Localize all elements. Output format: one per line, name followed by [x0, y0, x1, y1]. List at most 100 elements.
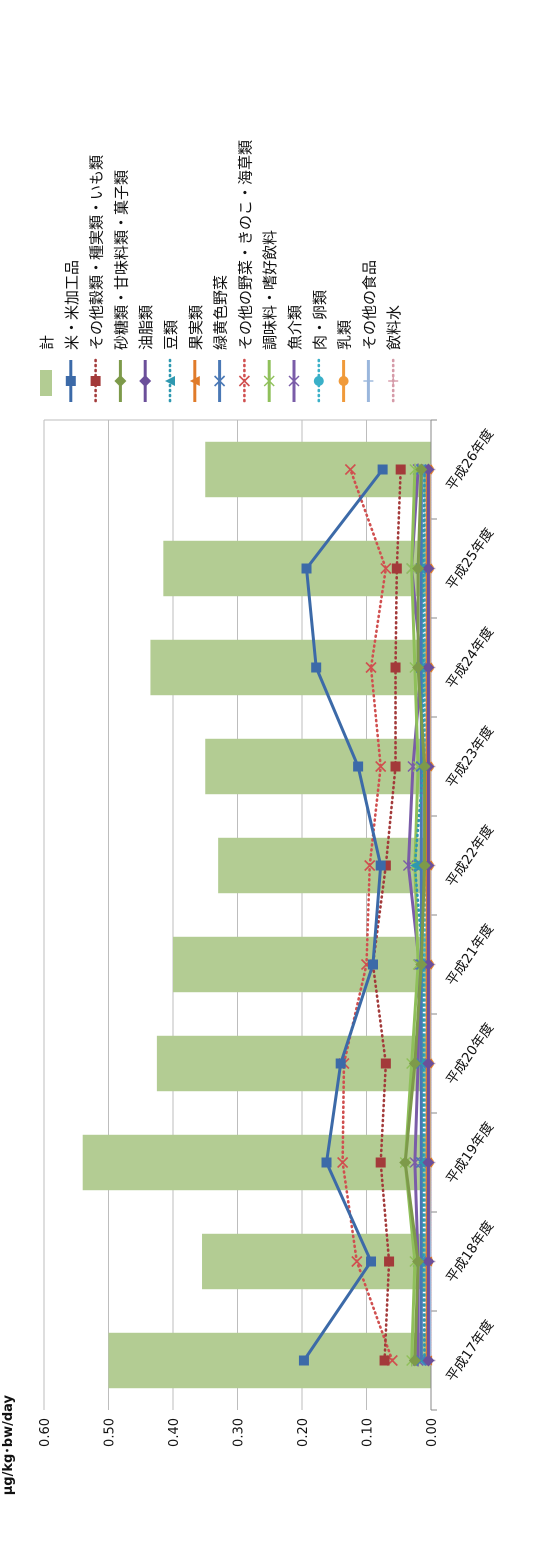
legend-label: 計 — [38, 335, 56, 350]
x-tick-label: 平成17年度 — [443, 1317, 497, 1384]
legend-entry: その他穀類・種実類・いも類 — [88, 155, 106, 404]
series-その他の野菜・きのこ・海草類 — [337, 463, 398, 1367]
marker — [395, 464, 406, 475]
series-line — [341, 468, 394, 1362]
marker — [311, 662, 322, 673]
marker — [399, 1156, 412, 1169]
bars — [82, 441, 432, 1389]
y-tick-label: 0.20 — [296, 1418, 311, 1447]
marker — [365, 661, 377, 674]
marker — [422, 562, 435, 575]
legend-label: 調味料・嗜好飲料 — [261, 230, 279, 350]
marker — [379, 1355, 390, 1366]
legend-swatch — [40, 370, 52, 396]
bar — [202, 1233, 431, 1290]
marker — [388, 376, 399, 386]
legend-label: 豆類 — [162, 320, 180, 350]
marker — [390, 761, 401, 772]
y-axis-label: µg/kg･bw/day — [1, 1394, 16, 1495]
marker — [337, 1156, 349, 1169]
legend-label: 砂糖類・甘味料類・菓子類 — [112, 170, 130, 350]
marker — [408, 1354, 421, 1367]
legend-entry: 魚介類 — [286, 305, 304, 402]
marker — [415, 463, 428, 476]
x-tick-label: 平成26年度 — [443, 426, 497, 493]
x-tick-label: 平成24年度 — [443, 624, 497, 691]
x-tick-label: 平成21年度 — [443, 921, 497, 988]
legend-entry: 飲料水 — [385, 305, 403, 404]
series-その他穀類・種実類・いも類 — [367, 464, 406, 1366]
legend-label: 肉・卵類 — [311, 290, 329, 350]
marker — [288, 375, 300, 387]
marker-stroke — [380, 562, 392, 575]
series-line — [403, 469, 427, 1361]
marker — [422, 661, 435, 674]
series-line — [302, 468, 384, 1362]
marker — [344, 463, 356, 476]
marker-stroke — [344, 463, 356, 476]
marker — [422, 1255, 435, 1268]
legend-label: 米・米加工品 — [63, 260, 81, 350]
marker — [391, 563, 402, 574]
legend-entry: 米・米加工品 — [63, 260, 81, 402]
legend-entry: 果実類 — [187, 305, 205, 402]
marker — [189, 376, 200, 386]
marker — [338, 376, 349, 386]
legend-label: 乳類 — [336, 320, 354, 350]
legend-entry: 油脂類 — [137, 305, 155, 402]
legend-entry: その他の野菜・きのこ・海草類 — [236, 140, 254, 404]
marker — [384, 1256, 395, 1267]
x-tick-label: 平成18年度 — [443, 1218, 497, 1285]
legend-label: その他の野菜・きのこ・海草類 — [236, 140, 254, 350]
bar — [205, 441, 431, 498]
bar — [82, 1134, 431, 1191]
marker — [238, 375, 250, 387]
marker — [65, 376, 76, 386]
legend-entry: その他の食品 — [360, 260, 378, 402]
marker — [377, 464, 388, 475]
marker — [313, 376, 324, 386]
series-line — [403, 469, 420, 1361]
marker — [380, 860, 391, 871]
bar — [108, 1332, 431, 1389]
series-米・米加工品 — [298, 464, 388, 1366]
marker — [409, 860, 420, 871]
legend-entry: 豆類 — [162, 320, 180, 404]
bar — [150, 639, 432, 696]
marker — [412, 661, 425, 674]
legend: 計米・米加工品 その他穀類・種実類・いも類 砂糖類・甘味料類・菓子類 油脂類 豆類 果実類… — [38, 140, 403, 404]
marker — [412, 562, 425, 575]
marker — [422, 1354, 435, 1367]
marker — [408, 1057, 421, 1070]
marker — [367, 959, 378, 970]
marker — [363, 376, 374, 386]
legend-label: その他の食品 — [360, 260, 378, 350]
bar — [218, 837, 431, 894]
marker — [375, 760, 387, 773]
legend-label: 油脂類 — [137, 305, 155, 350]
x-tick-label: 平成19年度 — [443, 1119, 497, 1186]
marker — [375, 860, 386, 871]
legend-entry: 乳類 — [336, 320, 354, 402]
marker — [165, 376, 175, 386]
marker — [422, 958, 435, 971]
legend-entry: 肉・卵類 — [311, 290, 329, 404]
bar — [163, 540, 431, 597]
marker — [335, 1058, 346, 1069]
y-tick-label: 0.50 — [103, 1418, 118, 1447]
marker — [418, 859, 431, 872]
y-tick-label: 0.60 — [38, 1418, 53, 1447]
legend-entry: 調味料・嗜好飲料 — [261, 230, 279, 402]
marker — [422, 1057, 435, 1070]
marker-stroke — [351, 1255, 363, 1268]
series-line — [371, 468, 402, 1362]
legend-label: 魚介類 — [286, 305, 304, 350]
x-tick-label: 平成22年度 — [443, 822, 497, 889]
legend-label: その他穀類・種実類・いも類 — [88, 155, 106, 350]
marker — [114, 375, 127, 387]
x-tick-label: 平成25年度 — [443, 525, 497, 592]
marker-stroke — [364, 859, 376, 872]
marker — [412, 1255, 425, 1268]
y-tick-label: 0.40 — [167, 1418, 182, 1447]
